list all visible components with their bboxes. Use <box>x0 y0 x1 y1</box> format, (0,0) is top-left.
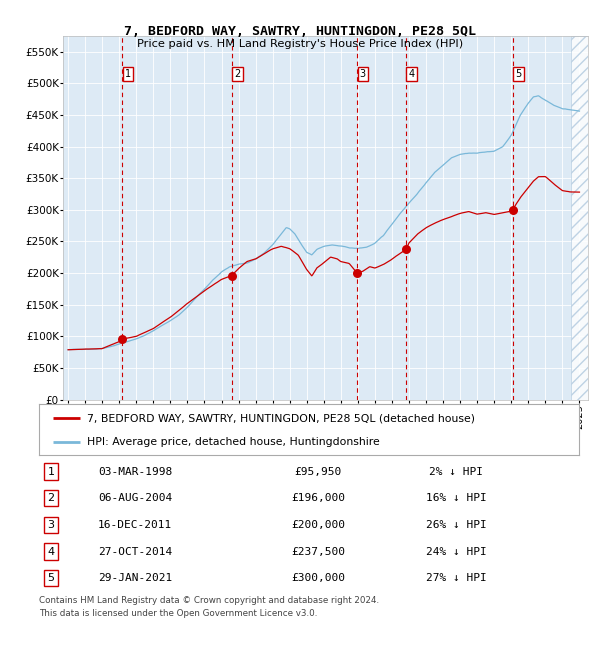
Text: 2% ↓ HPI: 2% ↓ HPI <box>429 467 483 476</box>
Text: 29-JAN-2021: 29-JAN-2021 <box>98 573 172 583</box>
Text: 16% ↓ HPI: 16% ↓ HPI <box>425 493 487 503</box>
Text: £95,950: £95,950 <box>295 467 341 476</box>
Text: 5: 5 <box>47 573 55 583</box>
Text: 3: 3 <box>47 520 55 530</box>
Text: 3: 3 <box>360 69 366 79</box>
Text: 24% ↓ HPI: 24% ↓ HPI <box>425 547 487 556</box>
Text: 16-DEC-2011: 16-DEC-2011 <box>98 520 172 530</box>
Text: 2: 2 <box>234 69 241 79</box>
Text: HPI: Average price, detached house, Huntingdonshire: HPI: Average price, detached house, Hunt… <box>86 437 379 447</box>
Text: Contains HM Land Registry data © Crown copyright and database right 2024.: Contains HM Land Registry data © Crown c… <box>39 596 379 605</box>
Text: £196,000: £196,000 <box>291 493 345 503</box>
Text: 7, BEDFORD WAY, SAWTRY, HUNTINGDON, PE28 5QL (detached house): 7, BEDFORD WAY, SAWTRY, HUNTINGDON, PE28… <box>86 413 475 424</box>
Text: 4: 4 <box>47 547 55 556</box>
Text: 1: 1 <box>125 69 131 79</box>
Text: 06-AUG-2004: 06-AUG-2004 <box>98 493 172 503</box>
Text: 2: 2 <box>47 493 55 503</box>
Text: 27% ↓ HPI: 27% ↓ HPI <box>425 573 487 583</box>
Text: 1: 1 <box>47 467 55 476</box>
Text: 5: 5 <box>515 69 521 79</box>
Bar <box>571 36 588 400</box>
Text: Price paid vs. HM Land Registry's House Price Index (HPI): Price paid vs. HM Land Registry's House … <box>137 39 463 49</box>
Text: 4: 4 <box>409 69 415 79</box>
Text: £200,000: £200,000 <box>291 520 345 530</box>
Text: 27-OCT-2014: 27-OCT-2014 <box>98 547 172 556</box>
Text: 03-MAR-1998: 03-MAR-1998 <box>98 467 172 476</box>
Text: £300,000: £300,000 <box>291 573 345 583</box>
Text: 7, BEDFORD WAY, SAWTRY, HUNTINGDON, PE28 5QL: 7, BEDFORD WAY, SAWTRY, HUNTINGDON, PE28… <box>124 25 476 38</box>
Text: This data is licensed under the Open Government Licence v3.0.: This data is licensed under the Open Gov… <box>39 609 317 618</box>
Text: 26% ↓ HPI: 26% ↓ HPI <box>425 520 487 530</box>
Text: £237,500: £237,500 <box>291 547 345 556</box>
